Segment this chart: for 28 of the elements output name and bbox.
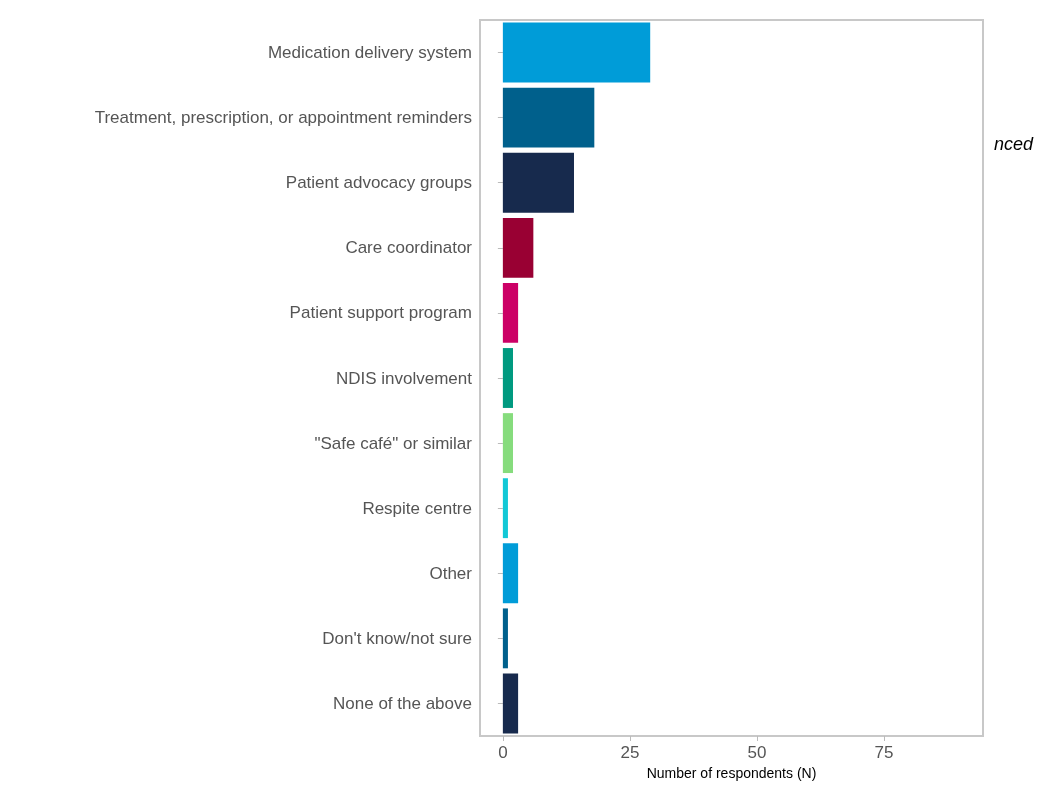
bar <box>502 478 508 539</box>
y-tick-label: Patient support program <box>289 303 472 323</box>
text: nced <box>993 134 1034 154</box>
y-tick-label: Patient advocacy groups <box>285 173 472 193</box>
bar <box>502 22 651 83</box>
x-tick-label: 50 <box>747 743 767 762</box>
y-tick-label: NDIS involvement <box>335 368 473 388</box>
y-tick-label: Respite centre <box>362 498 472 518</box>
bar <box>502 282 519 343</box>
bar <box>502 543 519 604</box>
bar <box>502 413 514 474</box>
bar <box>502 608 508 669</box>
y-tick-label: None of the above <box>333 693 472 713</box>
bar <box>502 348 514 408</box>
y-tick-label: Medication delivery system <box>267 43 472 63</box>
y-tick-label: Don't know/not sure <box>322 628 472 648</box>
x-tick-label: 0 <box>498 743 508 762</box>
y-tick-label: Treatment, prescription, or appointment reminders <box>94 108 472 128</box>
x-tick-label: 75 <box>874 743 894 762</box>
bar <box>502 673 519 734</box>
x-axis-title: Number of respondents (N) <box>646 765 817 781</box>
bar <box>502 87 595 148</box>
y-tick-label: Care coordinator <box>345 238 473 258</box>
x-tick-label: 25 <box>620 743 640 762</box>
bar <box>502 152 574 213</box>
y-tick-label: Other <box>429 563 473 583</box>
bar <box>502 217 534 278</box>
y-tick-label: "Safe café" or similar <box>314 433 473 453</box>
